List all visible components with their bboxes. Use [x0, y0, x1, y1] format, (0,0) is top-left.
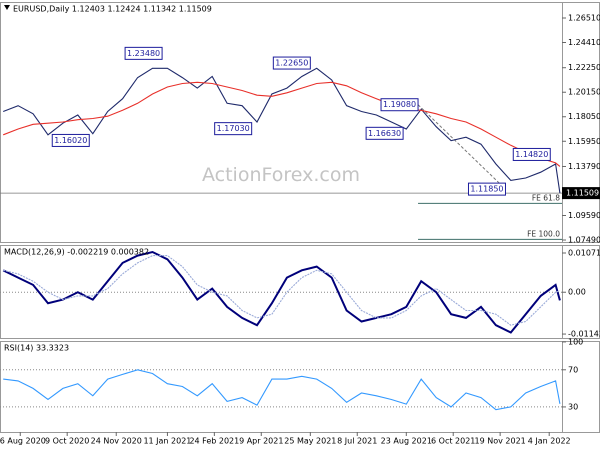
price-label-box: [512, 147, 551, 161]
price-label: 1.23480: [127, 49, 160, 58]
series-line: [3, 369, 561, 411]
y-tick-label: 0.00: [568, 288, 586, 297]
fe-label: FE 100.0: [527, 229, 560, 238]
x-tick-label: 25 May 2021: [284, 437, 336, 446]
x-tick-label: 9 Apr 2021: [239, 437, 283, 446]
price-label-box: [272, 56, 311, 70]
panel-title: EURUSD,Daily 1.12403 1.12424 1.11342 1.1…: [13, 5, 212, 14]
price-label-box: [365, 126, 404, 140]
price-label-box: [51, 133, 90, 147]
x-tick-label: 26 Aug 2020: [0, 437, 46, 446]
series-line: [3, 67, 561, 194]
y-tick-label: 1.18050: [568, 112, 600, 121]
y-tick-label: 1.07490: [568, 236, 600, 245]
last-price-label: 1.11509: [566, 189, 599, 198]
panel-title: MACD(12,26,9) -0.002219 0.000382: [4, 248, 149, 257]
trend-dash: [417, 104, 506, 190]
y-tick-label: 1.26510: [568, 13, 600, 22]
x-tick-label: 19 Nov 2021: [475, 437, 526, 446]
price-label: 1.14820: [515, 150, 548, 159]
x-tick-label: 24 Feb 2021: [189, 437, 239, 446]
y-tick-label: 1.13790: [568, 162, 600, 171]
price-label: 1.22650: [275, 59, 308, 68]
y-tick-label: 100: [568, 337, 583, 346]
price-label-box: [124, 46, 163, 60]
menu-icon[interactable]: [4, 5, 10, 10]
price-label: 1.11850: [470, 185, 503, 194]
y-tick-label: 1.09590: [568, 211, 600, 220]
y-tick-label: 1.24410: [568, 38, 600, 47]
price-label-box: [467, 182, 506, 196]
x-tick-label: 9 Oct 2020: [45, 437, 89, 446]
y-tick-label: 70: [568, 365, 578, 374]
x-tick-label: 24 Nov 2020: [91, 437, 142, 446]
last-price-box: [562, 187, 600, 200]
y-tick-label: -0.011424: [568, 330, 600, 339]
y-tick-label: 1.15950: [568, 137, 600, 146]
price-label-box: [380, 98, 419, 112]
x-tick-label: 8 Jul 2021: [337, 437, 377, 446]
fe-label: FE 61.8: [532, 193, 560, 202]
price-label: 1.16020: [54, 136, 87, 145]
y-tick-label: 1.20150: [568, 88, 600, 97]
price-label: 1.17030: [217, 124, 250, 133]
y-tick-label: 30: [568, 402, 578, 411]
y-tick-label: 1.22250: [568, 63, 600, 72]
x-tick-label: 11 Jan 2021: [143, 437, 191, 446]
x-tick-label: 4 Jan 2022: [528, 437, 571, 446]
price-label: 1.19080: [383, 100, 416, 109]
series-line: [3, 81, 561, 167]
y-tick-label: 0.010715: [568, 249, 600, 258]
series-line: [3, 255, 561, 326]
watermark: ActionForex.com: [202, 164, 360, 186]
price-label-box: [214, 122, 253, 136]
x-tick-label: 6 Oct 2021: [431, 437, 475, 446]
price-label: 1.16630: [368, 129, 401, 138]
x-tick-label: 23 Aug 2021: [381, 437, 432, 446]
panel-title: RSI(14) 33.3323: [4, 344, 69, 353]
